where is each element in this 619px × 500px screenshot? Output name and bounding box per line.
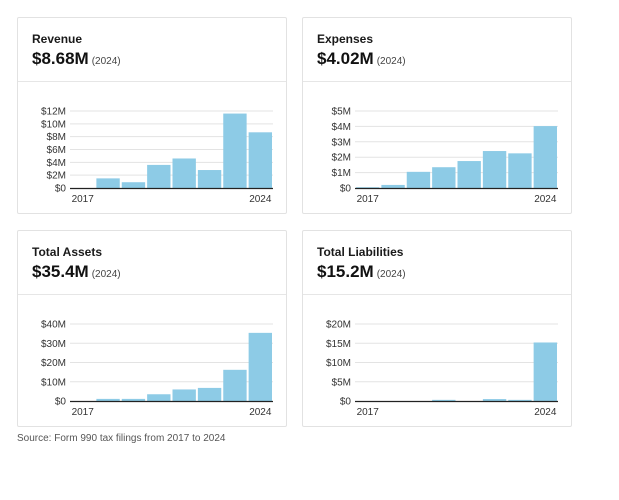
card-value: $4.02M xyxy=(317,49,374,68)
bar-2023 xyxy=(223,369,247,401)
y-tick-label: $0 xyxy=(340,397,352,408)
bar-2023 xyxy=(508,399,532,401)
y-tick-label: $0 xyxy=(340,184,352,195)
card-value: $35.4M xyxy=(32,262,89,281)
card-title: Expenses xyxy=(317,32,374,46)
total-assets-card: Total Assets $35.4M (2024) $0 $10M $20M $30M… xyxy=(17,230,287,427)
y-tick-label: $10M xyxy=(41,377,66,388)
bar-2020 xyxy=(147,164,171,188)
y-tick-label: $20M xyxy=(41,358,66,369)
x-tick-label: 2024 xyxy=(534,407,557,418)
bar-2020 xyxy=(432,399,456,401)
card-year: (2024) xyxy=(91,269,121,280)
total-liabilities-card: Total Liabilities $15.2M (2024) $0 $5M $10M… xyxy=(302,230,572,427)
expenses-chart: $0 $1M $2M $3M $4M $5M 2017 2024 xyxy=(332,107,558,205)
card-year: (2024) xyxy=(376,269,406,280)
bar-2024 xyxy=(248,132,272,188)
bar-2022 xyxy=(197,170,222,188)
y-tick-label: $10M xyxy=(41,119,66,130)
x-tick-label: 2024 xyxy=(534,194,557,205)
card-header: Total Assets $35.4M (2024) xyxy=(18,231,286,295)
y-tick-label: $2M xyxy=(47,171,66,182)
total-assets-chart: $0 $10M $20M $30M $40M 2017 2024 xyxy=(41,320,273,418)
bar-2020 xyxy=(432,167,456,188)
card-value: $15.2M xyxy=(317,262,374,281)
card-year: (2024) xyxy=(91,56,121,67)
y-tick-label: $5M xyxy=(332,377,351,388)
bar-2017 xyxy=(356,187,380,188)
x-tick-label: 2017 xyxy=(72,194,95,205)
card-header: Expenses $4.02M (2024) xyxy=(303,18,571,82)
bar-2018 xyxy=(96,178,120,188)
card-title: Revenue xyxy=(32,32,83,46)
bar-2024 xyxy=(248,332,272,401)
y-tick-label: $1M xyxy=(332,168,351,179)
total-liabilities-chart: $0 $5M $10M $15M $20M 2017 2024 xyxy=(326,320,558,418)
bar-2021 xyxy=(172,158,196,188)
bar-2019 xyxy=(406,171,431,188)
bar-2023 xyxy=(223,113,247,188)
y-tick-label: $20M xyxy=(326,320,351,331)
y-tick-label: $4M xyxy=(47,158,66,169)
card-value: $8.68M xyxy=(32,49,89,68)
bar-2019 xyxy=(121,398,146,401)
y-tick-label: $2M xyxy=(332,153,351,164)
card-year: (2024) xyxy=(376,56,406,67)
y-tick-label: $0 xyxy=(55,397,67,408)
bar-2024 xyxy=(533,342,557,401)
y-tick-label: $3M xyxy=(332,137,351,148)
y-tick-label: $10M xyxy=(326,358,351,369)
bar-2024 xyxy=(533,126,557,188)
bar-2022 xyxy=(482,399,507,401)
bar-2022 xyxy=(197,387,222,401)
y-tick-label: $12M xyxy=(41,107,66,118)
x-tick-label: 2017 xyxy=(72,407,95,418)
x-tick-label: 2017 xyxy=(357,194,380,205)
y-tick-label: $40M xyxy=(41,320,66,331)
x-tick-label: 2017 xyxy=(357,407,380,418)
y-tick-label: $8M xyxy=(47,132,66,143)
bar-2021 xyxy=(457,161,481,188)
x-tick-label: 2024 xyxy=(249,407,272,418)
y-tick-label: $0 xyxy=(55,184,67,195)
card-header: Revenue $8.68M (2024) xyxy=(18,18,286,82)
bar-2019 xyxy=(121,182,146,188)
y-tick-label: $5M xyxy=(332,107,351,118)
card-title: Total Liabilities xyxy=(317,245,404,259)
revenue-chart: $0 $2M $4M $6M $8M $10M$12M 2017 2024 xyxy=(41,107,273,205)
revenue-card: Revenue $8.68M (2024) $0 $2M $4M $6M $8M $10M $… xyxy=(17,17,287,214)
bar-2020 xyxy=(147,394,171,401)
expenses-card: Expenses $4.02M (2024) $0 $1M $2M $3M $4M $5M 2… xyxy=(302,17,572,214)
card-title: Total Assets xyxy=(32,245,103,259)
bar-2018 xyxy=(96,398,120,401)
y-tick-label: $15M xyxy=(326,339,351,350)
bar-2023 xyxy=(508,153,532,188)
bar-2018 xyxy=(381,184,405,188)
card-header: Total Liabilities $15.2M (2024) xyxy=(303,231,571,295)
y-tick-label: $30M xyxy=(41,339,66,350)
y-tick-label: $6M xyxy=(47,145,66,156)
y-tick-label: $4M xyxy=(332,122,351,133)
x-tick-label: 2024 xyxy=(249,194,272,205)
source-note: Source: Form 990 tax filings from 2017 t… xyxy=(17,433,226,444)
bar-2022 xyxy=(482,151,507,188)
bar-2021 xyxy=(172,389,196,401)
